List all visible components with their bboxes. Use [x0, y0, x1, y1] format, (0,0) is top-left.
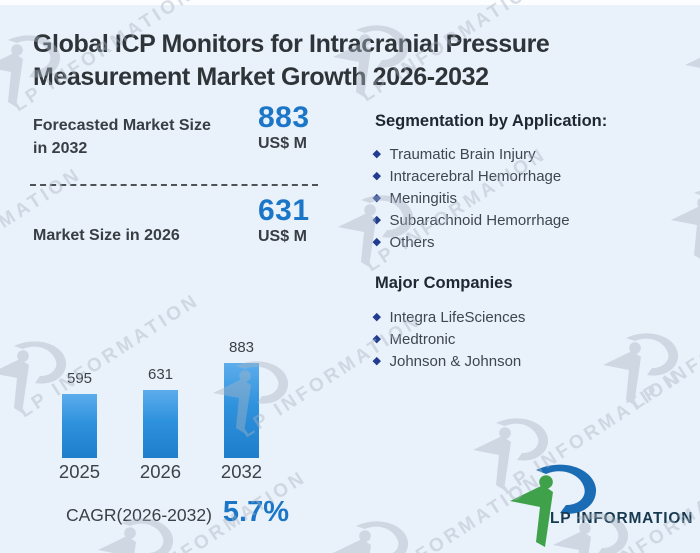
bar-year-label: 2026	[139, 461, 182, 482]
list-item: Traumatic Brain Injury	[372, 143, 570, 165]
lp-logo-icon	[510, 464, 597, 547]
forecast-stat-value: 883 US$ M	[258, 101, 310, 153]
cagr-label: CAGR(2026-2032)	[66, 505, 212, 525]
bar-column: 595	[62, 370, 97, 458]
list-item-label: Johnson & Johnson	[389, 352, 522, 370]
dashed-divider	[30, 184, 318, 186]
logo-text: LP INFORMATION	[550, 510, 692, 527]
watermark-lp-icon	[603, 333, 679, 405]
diamond-bullet-icon	[372, 194, 381, 202]
list-item-label: Medtronic	[389, 330, 456, 348]
watermark-lp-icon	[333, 521, 409, 553]
companies-list: Integra LifeSciences Medtronic Johnson & J…	[372, 306, 526, 372]
cagr-value: 5.7%	[222, 496, 290, 528]
page-title: Global ICP Monitors for Intracranial Pre…	[33, 28, 678, 94]
list-item-label: Traumatic Brain Injury	[389, 145, 536, 163]
bar-year-label: 2032	[220, 461, 263, 482]
current-stat-number: 631	[258, 194, 310, 227]
diamond-bullet-icon	[372, 150, 381, 158]
watermark-lp-icon	[671, 188, 700, 260]
cagr-row: CAGR(2026-2032) 5.7%	[66, 496, 289, 529]
list-item-label: Subarachnoid Hemorrhage	[389, 211, 570, 229]
list-item-label: Integra LifeSciences	[389, 308, 526, 326]
logo-body-shape	[510, 485, 553, 547]
watermark-text: LP INFORMATION	[627, 282, 700, 414]
bar-year-label: 2025	[58, 461, 101, 482]
current-stat-unit: US$ M	[258, 228, 307, 245]
list-item: Intracerebral Hemorrhage	[372, 165, 570, 187]
list-item: Integra LifeSciences	[372, 306, 526, 328]
current-stat-label: Market Size in 2026	[33, 227, 180, 244]
watermark-tile: LP INFORMATION	[671, 137, 700, 269]
diamond-bullet-icon	[372, 238, 381, 246]
page-title-line1: Global ICP Monitors for Intracranial Pre…	[33, 30, 550, 58]
logo-swoosh-shape	[536, 464, 597, 514]
bar-value-label: 631	[147, 366, 174, 383]
diamond-bullet-icon	[372, 357, 381, 365]
diamond-bullet-icon	[372, 313, 381, 321]
bar-value-label: 883	[228, 339, 255, 356]
segmentation-heading: Segmentation by Application:	[375, 112, 608, 130]
watermark-lp-icon	[685, 33, 700, 105]
list-item: Johnson & Johnson	[372, 350, 525, 372]
diamond-bullet-icon	[372, 335, 381, 343]
bar	[143, 390, 178, 458]
forecast-stat-number: 883	[258, 101, 310, 134]
diamond-bullet-icon	[372, 172, 381, 180]
watermark-tile: LP INFORMATION	[685, 33, 700, 105]
list-item-label: Meningitis	[389, 189, 458, 207]
watermark-lp-icon	[0, 341, 67, 413]
list-item: Subarachnoid Hemorrhage	[372, 209, 570, 231]
page-title-line2: Measurement Market Growth 2026-2032	[33, 63, 489, 91]
list-item: Others	[372, 231, 570, 253]
forecast-stat-label: Forecasted Market Size in 2032	[33, 117, 211, 157]
watermark-text: LP INFORMATION	[695, 137, 700, 269]
bar-value-label: 595	[66, 370, 93, 387]
diamond-bullet-icon	[372, 216, 381, 224]
bar	[224, 363, 259, 458]
bar-column: 631	[143, 366, 178, 458]
lp-information-logo: LP INFORMATION	[510, 464, 692, 547]
watermark-tile: LP INFORMATION	[603, 282, 700, 414]
application-list: Traumatic Brain Injury Intracerebral Hemo…	[372, 143, 570, 253]
current-stat-value: 631 US$ M	[258, 194, 310, 246]
list-item-label: Intracerebral Hemorrhage	[389, 167, 562, 185]
list-item: Meningitis	[372, 187, 570, 209]
forecast-stat-unit: US$ M	[258, 135, 307, 152]
bar-column: 883	[224, 339, 259, 458]
bar	[62, 394, 97, 458]
list-item-label: Others	[389, 233, 435, 251]
companies-heading: Major Companies	[375, 274, 513, 292]
list-item: Medtronic	[372, 328, 525, 350]
top-white-strip	[0, 0, 700, 5]
